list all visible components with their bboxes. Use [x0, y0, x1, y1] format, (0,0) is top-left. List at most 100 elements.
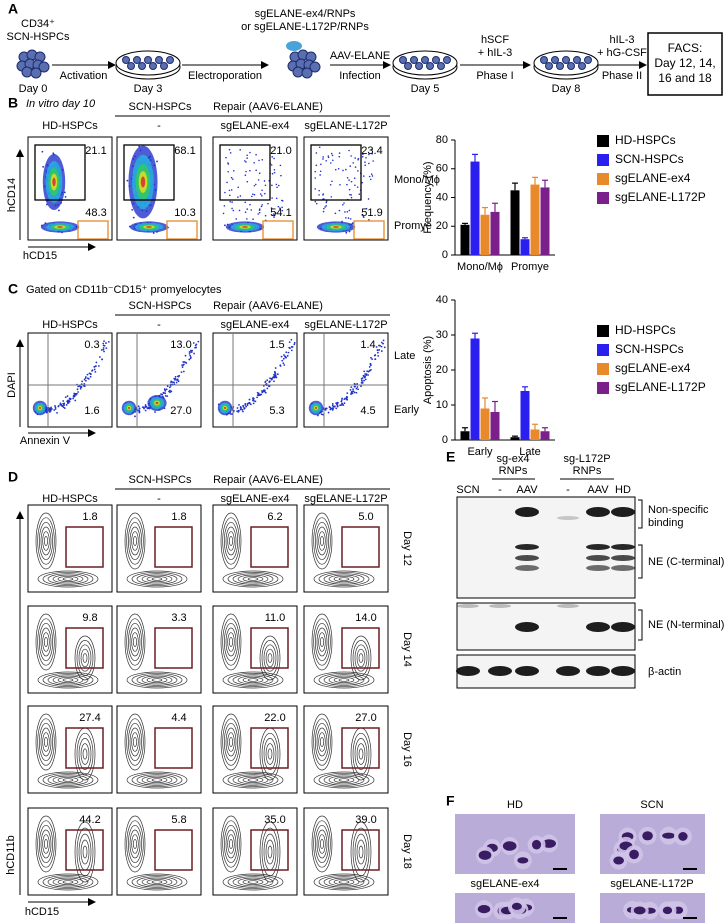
- event-dot: [74, 399, 77, 402]
- density: [333, 226, 339, 228]
- event-dot: [318, 146, 321, 149]
- event-dot: [341, 402, 343, 405]
- event-dot: [246, 180, 249, 183]
- band: [611, 544, 635, 550]
- event-dot: [244, 174, 247, 176]
- gate-value: 27.4: [79, 712, 100, 724]
- gate-value: 1.6: [84, 405, 99, 417]
- gate-value: 3.3: [171, 612, 186, 624]
- event-dot: [290, 338, 293, 341]
- event-dot: [345, 231, 348, 234]
- event-dot: [376, 351, 379, 354]
- event-dot: [253, 161, 255, 164]
- cell-cluster: [30, 67, 42, 79]
- column-label: sgELANE-L172P: [304, 493, 387, 505]
- legend-swatch: [597, 173, 609, 185]
- gate: [65, 829, 104, 871]
- contour: [227, 632, 235, 652]
- legend-swatch: [597, 325, 609, 337]
- event-dot: [132, 216, 135, 219]
- event-dot: [350, 391, 353, 394]
- event-dot: [261, 158, 264, 161]
- event-dot: [367, 374, 369, 376]
- contour: [141, 574, 173, 584]
- contour: [232, 573, 274, 585]
- event-dot: [314, 188, 316, 190]
- gate-value: 27.0: [170, 405, 191, 417]
- contour: [237, 877, 269, 887]
- event-dot: [76, 388, 79, 391]
- contour: [62, 678, 74, 682]
- contour: [126, 873, 188, 891]
- event-dot: [331, 403, 334, 405]
- contour: [52, 775, 84, 785]
- contour: [263, 738, 277, 770]
- dish-cell: [410, 56, 418, 64]
- image-label: sgELANE-ex4: [470, 878, 539, 890]
- contour: [232, 876, 274, 888]
- event-dot: [276, 373, 279, 376]
- contour: [80, 839, 90, 865]
- event-dot: [327, 156, 330, 159]
- event-dot: [93, 368, 96, 371]
- panel-label: A: [8, 1, 18, 17]
- event-dot: [369, 178, 372, 181]
- contour: [232, 774, 274, 786]
- contour: [42, 732, 50, 752]
- band-label: NE (C-terminal): [648, 556, 724, 568]
- contour: [318, 874, 370, 890]
- event-dot: [131, 208, 134, 211]
- contour: [333, 676, 355, 684]
- legend-swatch: [597, 135, 609, 147]
- cell-cluster: [38, 61, 50, 73]
- event-dot: [365, 156, 367, 159]
- bar: [470, 338, 480, 440]
- dish-cell: [415, 62, 423, 70]
- legend-label: HD-HSPCs: [615, 133, 676, 147]
- event-dot: [288, 346, 291, 349]
- event-dot: [338, 209, 341, 212]
- legend-label: SCN-HSPCs: [615, 152, 684, 166]
- bar: [540, 431, 550, 440]
- gate-value: 1.8: [82, 511, 97, 523]
- contour: [227, 732, 235, 752]
- y-tick-label: 40: [436, 191, 448, 203]
- contour: [80, 743, 90, 765]
- subtitle: In vitro day 10: [26, 98, 96, 110]
- event-dot: [271, 214, 273, 217]
- contour: [338, 577, 350, 581]
- bar: [470, 161, 480, 255]
- event-dot: [322, 193, 325, 195]
- nucleus: [662, 832, 676, 839]
- event-dot: [94, 365, 97, 367]
- contour: [358, 653, 364, 663]
- contour: [37, 618, 55, 666]
- column-label: sgELANE-ex4: [220, 120, 289, 132]
- event-dot: [352, 390, 355, 393]
- gate: [154, 829, 193, 871]
- contour: [358, 748, 364, 760]
- group-label: SCN-HSPCs: [129, 300, 192, 312]
- contour: [35, 815, 57, 873]
- contour: [151, 678, 163, 682]
- event-dot: [261, 391, 264, 394]
- contour: [131, 732, 139, 752]
- event-dot: [156, 160, 158, 163]
- legend-swatch: [597, 154, 609, 166]
- event-dot: [256, 396, 259, 399]
- event-dot: [253, 184, 256, 187]
- band: [586, 544, 610, 550]
- event-dot: [229, 194, 231, 197]
- event-dot: [105, 342, 107, 344]
- event-dot: [232, 178, 234, 180]
- contour: [43, 535, 49, 547]
- contour: [146, 776, 168, 784]
- event-dot: [361, 214, 364, 216]
- contour: [316, 727, 328, 757]
- event-dot: [350, 386, 353, 389]
- event-dot: [77, 391, 79, 393]
- contour: [227, 531, 235, 551]
- band: [489, 604, 511, 608]
- band: [586, 622, 610, 632]
- contour: [242, 575, 264, 583]
